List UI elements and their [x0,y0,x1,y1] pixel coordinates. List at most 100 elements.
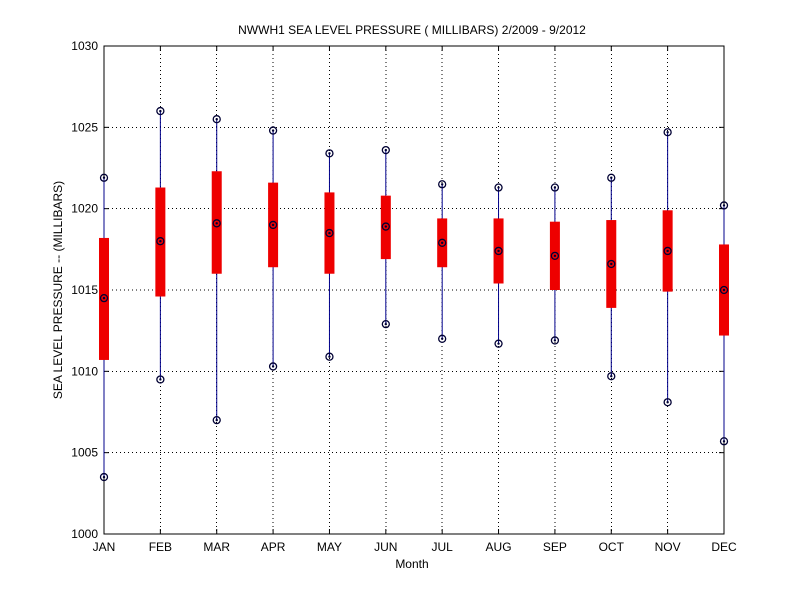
y-tick-label: 1015 [71,283,98,297]
max-marker-dot [666,131,669,134]
min-marker-dot [666,401,669,404]
max-marker [99,173,109,182]
box-may [324,149,335,361]
min-marker-dot [328,355,331,358]
min-marker-dot [215,418,218,422]
median-marker [99,293,109,303]
max-marker [719,201,729,210]
median-marker [325,228,334,238]
median-marker-dot [271,223,275,227]
min-marker-dot [159,378,162,381]
max-marker-dot [384,148,388,152]
median-marker [607,259,616,269]
median-marker [550,251,560,260]
chart-title: NWWH1 SEA LEVEL PRESSURE ( MILLIBARS) 2/… [238,23,586,37]
min-marker-dot [384,322,388,326]
median-marker-dot [440,241,444,245]
box-mar [211,115,222,425]
min-marker-dot [440,337,444,340]
median-marker-dot [384,225,388,228]
box-dec [719,201,729,446]
min-marker-dot [497,342,500,345]
y-axis-label: SEA LEVEL PRESSURE -- (MILLIBARS) [51,181,65,399]
median-marker [156,237,165,246]
max-marker [156,106,165,116]
min-marker-dot [722,440,726,443]
min-marker [325,352,334,361]
x-tick-label: MAR [203,540,230,554]
y-tick-label: 1010 [71,364,98,378]
box-aug [493,183,504,348]
y-tick-label: 1005 [71,446,98,460]
median-marker [663,246,672,256]
min-marker-dot [553,339,557,342]
box-apr [268,126,279,371]
y-tick-label: 1020 [71,202,98,216]
box-nov [662,128,673,407]
x-tick-label: MAY [317,540,342,554]
x-axis-label: Month [395,557,428,571]
max-marker-dot [553,186,557,189]
min-marker [494,339,503,348]
median-marker [381,222,390,231]
max-marker [212,115,221,124]
max-marker [268,126,278,135]
median-marker [719,285,729,295]
max-marker-dot [497,186,500,189]
median-marker-dot [215,222,218,225]
x-tick-label: DEC [711,540,737,554]
max-marker [381,145,390,155]
median-marker-dot [159,240,162,243]
box-jul [437,180,448,343]
x-tick-label: JUN [374,540,397,554]
max-marker [663,128,672,137]
min-marker-dot [102,475,106,479]
min-marker [663,398,672,407]
y-tick-label: 1025 [71,120,98,134]
median-marker [438,238,447,247]
x-tick-label: SEP [543,540,567,554]
max-marker-dot [102,176,106,179]
box-sep [549,183,560,345]
min-marker [156,375,165,384]
max-marker-dot [722,204,726,207]
max-marker [325,149,334,158]
max-marker-dot [610,176,613,179]
x-tick-label: AUG [486,540,512,554]
min-marker [212,415,221,425]
median-marker-dot [328,231,331,235]
max-marker-dot [440,183,444,186]
max-marker [550,183,560,192]
x-tick-label: JUL [432,540,454,554]
min-marker [99,472,109,482]
min-marker [719,437,729,446]
y-tick-label: 1030 [71,39,98,53]
median-marker-dot [666,249,669,253]
median-marker [212,219,221,228]
median-marker [494,246,503,256]
median-marker-dot [722,288,726,292]
max-marker-dot [215,118,218,121]
median-marker-dot [102,296,106,300]
max-marker-dot [159,109,162,113]
min-marker-dot [610,375,613,378]
median-marker-dot [497,249,500,253]
median-marker-dot [553,254,557,258]
y-tick-label: 1000 [71,527,98,541]
box-feb [155,106,166,384]
box-oct [606,173,617,381]
x-tick-label: FEB [149,540,172,554]
median-marker-dot [610,262,613,266]
min-marker [381,320,390,329]
min-marker-dot [271,365,275,368]
min-marker [607,372,616,381]
box-jun [380,145,391,329]
min-marker [268,362,278,371]
x-tick-label: NOV [655,540,681,554]
x-tick-label: APR [261,540,286,554]
min-marker [438,334,447,343]
y-axis: 1000 1005 1010 1015 1020 1025 1030 [71,39,724,541]
median-marker [268,220,278,230]
max-marker [438,180,447,189]
